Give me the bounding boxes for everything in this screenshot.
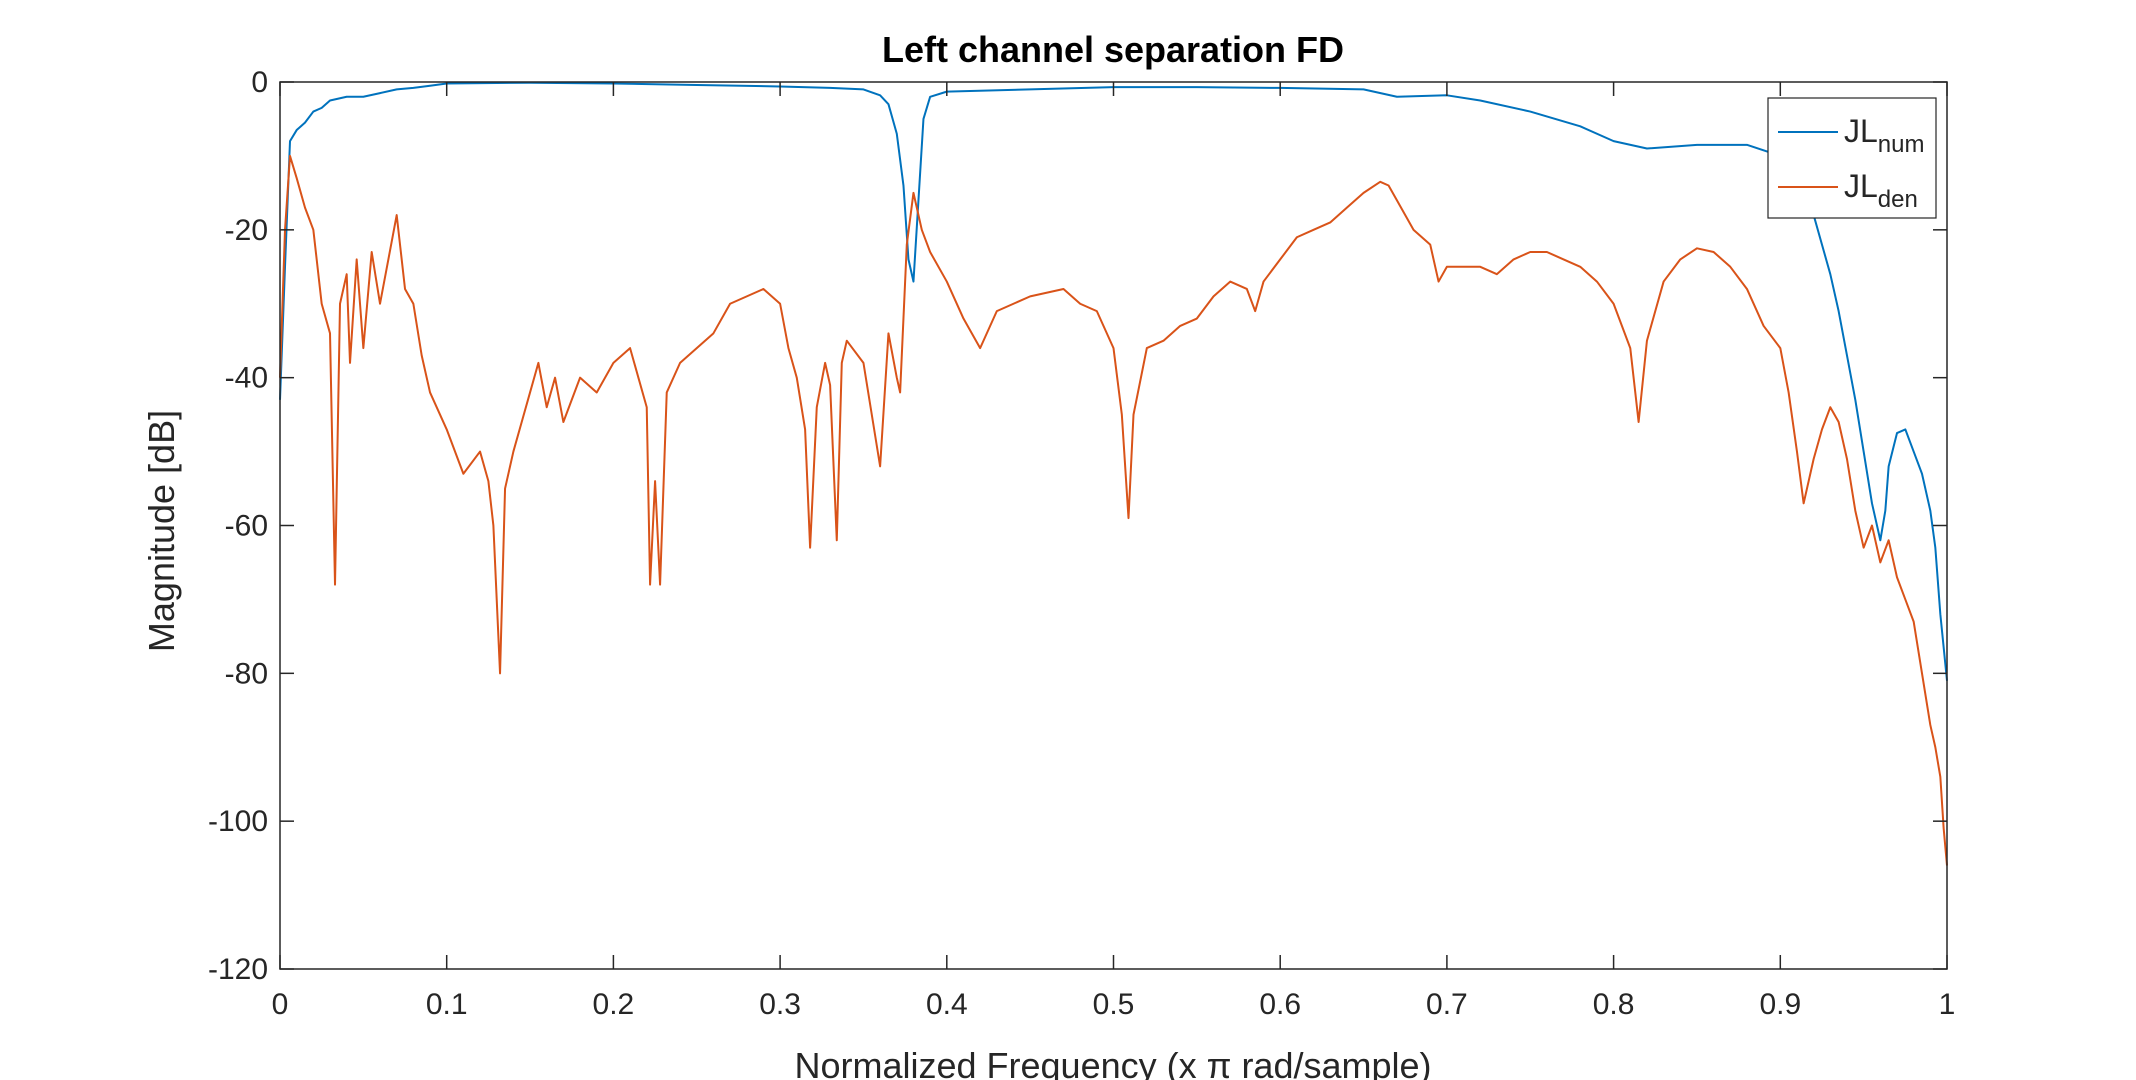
y-tick-labels: 0 -20 -40 -60 -80 -100 -120 — [208, 66, 268, 986]
y-tick-label: -40 — [225, 362, 268, 395]
x-tick-label: 0 — [272, 988, 289, 1021]
x-tick-label: 0.6 — [1259, 988, 1301, 1021]
x-tick-labels: 0 0.1 0.2 0.3 0.4 0.5 0.6 0.7 0.8 0.9 1 — [272, 988, 1956, 1021]
plot-area — [280, 82, 1947, 969]
y-tick-label: -120 — [208, 953, 268, 986]
plot-background — [280, 82, 1947, 969]
x-tick-label: 0.1 — [426, 988, 468, 1021]
x-tick-label: 0.5 — [1093, 988, 1135, 1021]
x-tick-label: 0.8 — [1593, 988, 1635, 1021]
legend: JLnum JLden — [1767, 97, 1937, 219]
x-tick-label: 1 — [1939, 988, 1956, 1021]
x-tick-label: 0.3 — [759, 988, 801, 1021]
y-axis-label: Magnitude [dB] — [141, 410, 182, 652]
y-tick-label: -60 — [225, 510, 268, 543]
legend-label-1: JLnum — [1844, 113, 1924, 158]
y-tick-label: -80 — [225, 657, 268, 690]
x-tick-label: 0.4 — [926, 988, 968, 1021]
x-tick-label: 0.9 — [1759, 988, 1801, 1021]
y-tick-label: -100 — [208, 805, 268, 838]
x-tick-label: 0.2 — [593, 988, 635, 1021]
x-axis-label: Normalized Frequency (x π rad/sample) — [794, 1045, 1431, 1080]
x-tick-label: 0.7 — [1426, 988, 1468, 1021]
series-line-2 — [279, 154, 1948, 866]
chart-title: Left channel separation FD — [882, 29, 1344, 70]
y-tick-label: 0 — [251, 66, 268, 99]
axes-group — [279, 81, 1948, 970]
legend-label-2: JLden — [1844, 168, 1918, 213]
y-tick-label: -20 — [225, 214, 268, 247]
legend-box — [1767, 97, 1937, 219]
